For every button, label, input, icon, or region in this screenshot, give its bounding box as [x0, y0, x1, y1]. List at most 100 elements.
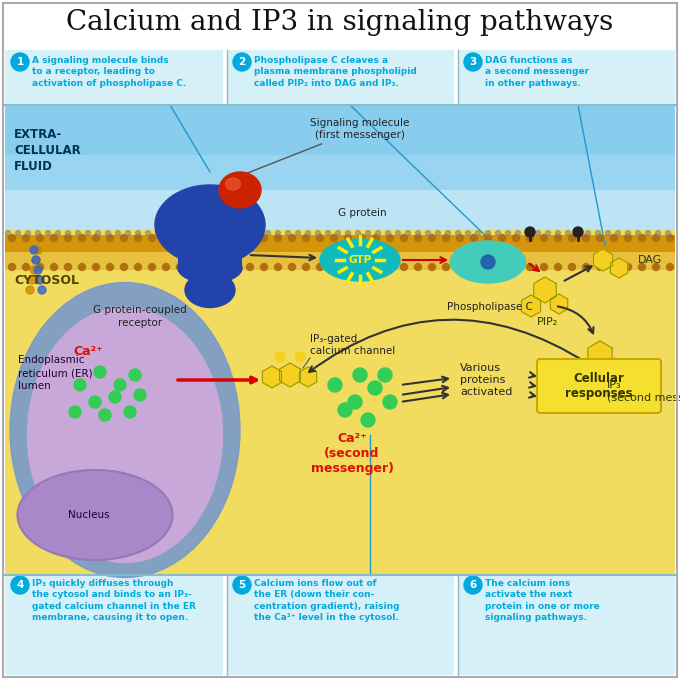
Bar: [228, 50, 454, 105]
Circle shape: [34, 246, 42, 254]
Circle shape: [583, 235, 590, 241]
Circle shape: [148, 263, 156, 271]
Circle shape: [624, 235, 632, 241]
Text: 1: 1: [16, 57, 24, 67]
Circle shape: [656, 231, 660, 235]
Circle shape: [303, 235, 309, 241]
Circle shape: [92, 263, 99, 271]
Circle shape: [471, 263, 477, 271]
Circle shape: [177, 263, 184, 271]
Text: G protein-coupled
receptor: G protein-coupled receptor: [93, 305, 187, 328]
Bar: [228, 575, 454, 675]
Circle shape: [163, 263, 169, 271]
Circle shape: [596, 235, 604, 241]
Circle shape: [316, 263, 324, 271]
Circle shape: [156, 231, 160, 235]
Circle shape: [74, 379, 86, 391]
Circle shape: [146, 231, 150, 235]
Circle shape: [639, 263, 645, 271]
Circle shape: [94, 366, 106, 378]
Circle shape: [345, 235, 352, 241]
Circle shape: [65, 231, 71, 235]
Circle shape: [8, 263, 16, 271]
Circle shape: [386, 231, 390, 235]
Polygon shape: [575, 360, 594, 382]
Circle shape: [32, 256, 40, 264]
Circle shape: [35, 231, 41, 235]
Circle shape: [196, 231, 201, 235]
Circle shape: [330, 263, 337, 271]
Circle shape: [515, 231, 520, 235]
Circle shape: [415, 231, 420, 235]
Circle shape: [107, 263, 114, 271]
Circle shape: [373, 263, 379, 271]
Polygon shape: [594, 249, 613, 271]
Text: Cellular
responses: Cellular responses: [565, 371, 633, 401]
Polygon shape: [279, 363, 301, 387]
Circle shape: [443, 235, 449, 241]
Circle shape: [218, 235, 226, 241]
Circle shape: [256, 231, 260, 235]
Circle shape: [526, 263, 534, 271]
Ellipse shape: [185, 273, 235, 307]
Polygon shape: [262, 366, 282, 388]
Circle shape: [626, 231, 630, 235]
Circle shape: [464, 576, 482, 594]
Circle shape: [26, 286, 34, 294]
Circle shape: [135, 235, 141, 241]
Circle shape: [596, 231, 600, 235]
Circle shape: [316, 231, 320, 235]
Circle shape: [445, 231, 450, 235]
Circle shape: [205, 235, 211, 241]
Circle shape: [335, 231, 341, 235]
Bar: [5, 50, 223, 105]
Circle shape: [554, 235, 562, 241]
Circle shape: [205, 263, 211, 271]
Circle shape: [36, 276, 44, 284]
Text: Calcium and IP3 in signaling pathways: Calcium and IP3 in signaling pathways: [67, 10, 613, 37]
Circle shape: [513, 235, 520, 241]
Circle shape: [624, 263, 632, 271]
Circle shape: [541, 263, 547, 271]
Circle shape: [134, 389, 146, 401]
Circle shape: [358, 235, 366, 241]
Circle shape: [265, 231, 271, 235]
Circle shape: [186, 231, 190, 235]
Circle shape: [568, 263, 575, 271]
Ellipse shape: [450, 241, 526, 283]
Polygon shape: [605, 358, 624, 380]
Circle shape: [338, 403, 352, 417]
Bar: [5, 105, 675, 230]
Text: 5: 5: [239, 580, 245, 590]
Circle shape: [233, 263, 239, 271]
Circle shape: [120, 235, 128, 241]
Circle shape: [484, 263, 492, 271]
Circle shape: [653, 235, 660, 241]
FancyBboxPatch shape: [537, 359, 661, 413]
Circle shape: [135, 231, 141, 235]
Circle shape: [30, 246, 38, 254]
Circle shape: [345, 263, 352, 271]
Circle shape: [573, 227, 583, 237]
Circle shape: [611, 263, 617, 271]
Circle shape: [275, 231, 280, 235]
Circle shape: [484, 235, 492, 241]
Circle shape: [216, 231, 220, 235]
Text: DAG: DAG: [638, 255, 662, 265]
Polygon shape: [550, 294, 568, 314]
Circle shape: [75, 231, 80, 235]
Ellipse shape: [226, 178, 241, 190]
Circle shape: [86, 231, 90, 235]
Circle shape: [46, 231, 50, 235]
Circle shape: [366, 231, 371, 235]
Text: EXTRA-
CELLULAR
FLUID: EXTRA- CELLULAR FLUID: [14, 128, 81, 173]
Circle shape: [666, 263, 673, 271]
Circle shape: [605, 231, 611, 235]
Circle shape: [245, 231, 250, 235]
Circle shape: [11, 53, 29, 71]
Circle shape: [65, 263, 71, 271]
Circle shape: [456, 231, 460, 235]
Circle shape: [428, 263, 435, 271]
Ellipse shape: [18, 470, 173, 560]
Circle shape: [148, 235, 156, 241]
